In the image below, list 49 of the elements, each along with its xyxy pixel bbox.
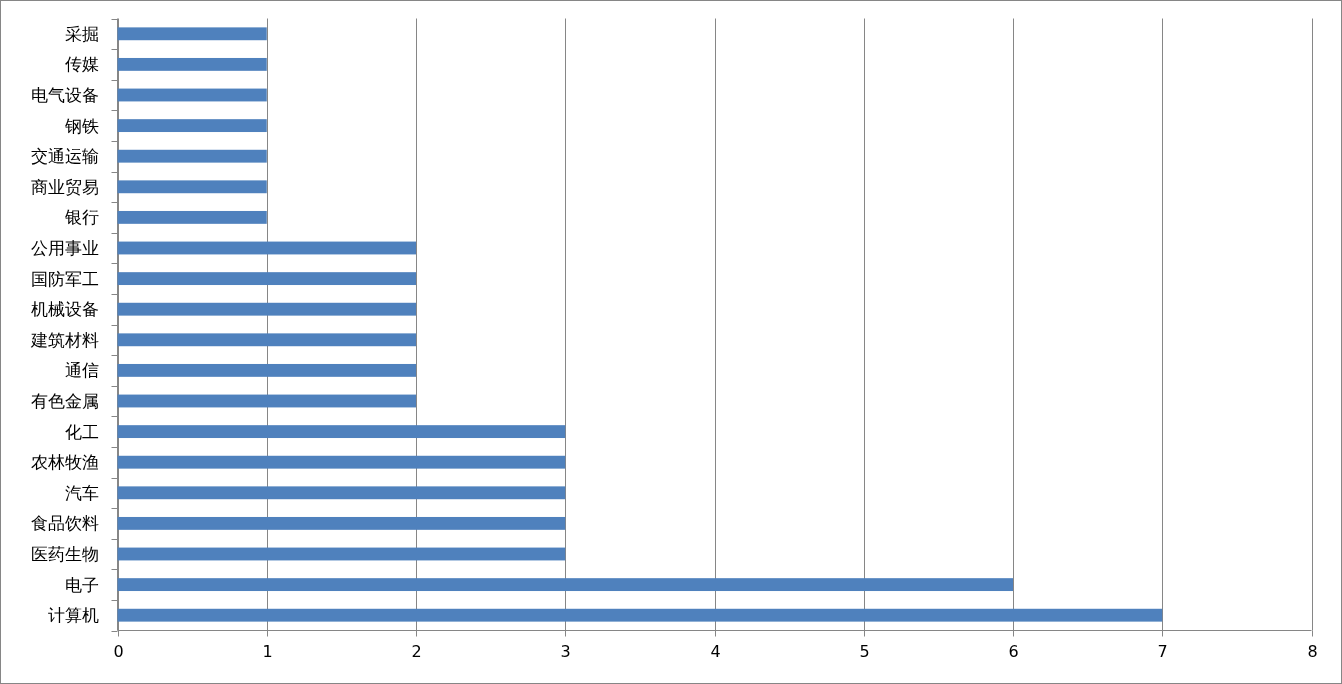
bar [117,57,267,71]
y-tick-label: 建筑材料 [29,329,99,350]
bar [117,119,267,133]
y-tick-label: 交通运输 [30,146,99,167]
y-tick-label: 机械设备 [30,299,99,320]
y-tick-label: 电子 [64,574,99,595]
y-tick-label: 食品饮料 [30,513,99,534]
y-tick-label: 公用事业 [30,238,99,258]
x-tick-label: 4 [710,641,721,661]
x-tick-label: 1 [262,641,273,661]
bar [117,210,267,224]
y-tick-label: 通信 [64,360,99,381]
bar [117,180,267,194]
bar [117,363,416,377]
y-tick-label: 计算机 [47,605,99,626]
bar [117,302,416,316]
x-tick-label: 7 [1157,641,1168,661]
bar [117,27,267,41]
y-tick-label: 医药生物 [30,544,99,564]
bar [117,578,1013,592]
y-tick-label: 采掘 [64,23,99,44]
bar [117,455,566,469]
x-tick-label: 3 [560,641,571,661]
bar [117,547,566,561]
y-tick-label: 化工 [64,421,99,442]
x-tick-label: 8 [1307,641,1318,661]
y-tick-label: 汽车 [64,482,99,503]
x-tick-label: 5 [859,641,870,661]
y-tick-label: 国防军工 [30,268,99,289]
y-tick-label: 电气设备 [30,85,99,105]
bar [117,149,267,163]
y-tick-label: 银行 [63,207,99,228]
bar [117,394,416,408]
y-tick-label: 商业贸易 [30,176,99,197]
y-tick-label: 有色金属 [30,391,99,411]
bar [117,486,566,500]
y-tick-label: 农林牧渔 [30,452,99,473]
bar [117,333,416,347]
x-tick-label: 2 [411,641,422,661]
bar [117,608,1163,622]
x-tick-label: 6 [1008,641,1019,661]
bar [117,88,267,102]
x-tick-label: 0 [113,641,124,661]
bar [117,241,416,255]
y-tick-label: 传媒 [64,54,99,75]
bar [117,516,566,530]
y-tick-label: 钢铁 [63,115,99,136]
bar [117,272,416,286]
bar [117,425,566,439]
